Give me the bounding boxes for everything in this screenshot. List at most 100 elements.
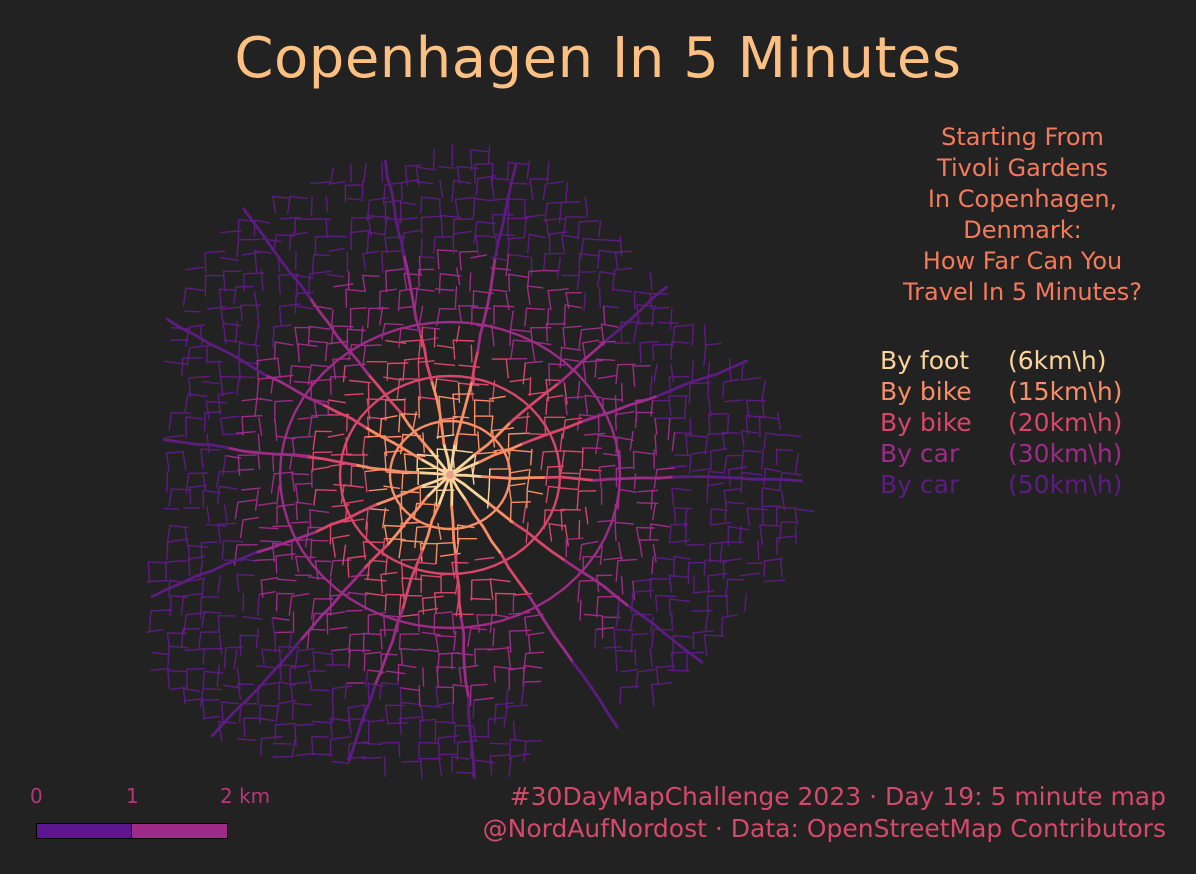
street-segment xyxy=(547,288,569,292)
street-segment xyxy=(278,273,300,276)
street-segment xyxy=(381,250,384,274)
street-segment xyxy=(430,379,438,398)
street-segment xyxy=(571,660,584,677)
street-segment xyxy=(482,379,496,386)
street-segment xyxy=(295,752,315,757)
street-segment xyxy=(759,524,764,546)
street-segment xyxy=(237,683,254,686)
legend-mode: By bike xyxy=(880,377,972,406)
street-segment xyxy=(472,699,475,719)
street-segment xyxy=(332,325,354,328)
street-segment xyxy=(674,454,692,457)
street-segment xyxy=(651,344,655,362)
street-segment xyxy=(181,357,184,376)
street-segment xyxy=(418,255,422,275)
street-segment xyxy=(599,700,611,717)
street-segment xyxy=(184,526,189,548)
street-segment xyxy=(418,396,437,400)
street-segment xyxy=(330,650,334,667)
street-segment xyxy=(685,434,707,438)
street-segment xyxy=(398,539,403,559)
street-segment xyxy=(472,197,476,220)
street-segment xyxy=(669,417,687,420)
street-segment xyxy=(562,647,575,664)
street-segment xyxy=(548,362,566,366)
street-segment xyxy=(491,256,497,275)
street-segment xyxy=(654,417,658,436)
street-segment xyxy=(670,340,673,361)
street-segment xyxy=(269,245,282,261)
street-segment xyxy=(221,433,243,436)
street-segment xyxy=(649,271,653,291)
street-segment xyxy=(560,450,565,473)
street-segment xyxy=(552,425,571,434)
street-segment xyxy=(453,630,457,651)
street-segment xyxy=(440,426,446,445)
street-segment xyxy=(670,652,675,672)
street-segment xyxy=(182,357,203,360)
street-segment xyxy=(202,648,205,665)
street-segment xyxy=(381,250,403,253)
street-segment xyxy=(655,594,658,612)
street-segment xyxy=(398,217,418,221)
street-segment xyxy=(383,376,402,381)
street-segment xyxy=(391,441,410,453)
street-segment xyxy=(289,453,309,459)
street-segment xyxy=(586,383,599,400)
street-segment xyxy=(311,253,315,276)
street-segment xyxy=(435,542,438,565)
street-segment xyxy=(537,415,547,427)
street-segment xyxy=(182,450,187,471)
street-segment xyxy=(506,704,528,708)
street-segment xyxy=(224,557,243,566)
street-segment xyxy=(166,471,169,493)
street-segment xyxy=(494,703,497,724)
street-segment xyxy=(542,252,546,271)
street-segment xyxy=(292,702,312,706)
street-segment xyxy=(260,577,279,581)
street-segment xyxy=(671,431,676,452)
street-segment xyxy=(236,356,253,368)
street-segment xyxy=(353,463,373,470)
street-segment xyxy=(375,547,387,557)
street-segment xyxy=(329,577,332,599)
street-segment xyxy=(200,448,204,469)
street-segment xyxy=(400,181,403,200)
street-segment xyxy=(469,149,473,171)
street-segment xyxy=(404,484,423,495)
street-segment xyxy=(524,616,528,636)
street-segment xyxy=(493,305,515,308)
street-segment xyxy=(451,449,473,454)
street-segment xyxy=(167,645,171,668)
street-segment xyxy=(398,633,401,650)
street-segment xyxy=(457,601,463,620)
street-segment xyxy=(385,639,395,657)
street-segment xyxy=(328,247,345,253)
street-segment xyxy=(673,507,693,510)
street-segment xyxy=(560,472,580,475)
street-segment xyxy=(586,550,599,567)
street-segment xyxy=(723,488,742,492)
street-segment xyxy=(308,689,330,692)
street-segment xyxy=(452,537,458,557)
street-segment xyxy=(497,420,513,435)
street-segment xyxy=(533,341,552,353)
street-segment xyxy=(508,273,528,278)
street-segment xyxy=(365,669,369,688)
street-segment xyxy=(218,288,223,311)
street-segment xyxy=(636,322,655,325)
street-segment xyxy=(650,523,670,528)
street-segment xyxy=(603,557,624,561)
street-segment xyxy=(329,717,333,738)
street-segment xyxy=(629,306,644,321)
street-segment xyxy=(470,683,488,687)
street-segment xyxy=(532,391,549,404)
street-segment xyxy=(545,219,549,238)
street-segment xyxy=(673,555,676,578)
street-segment xyxy=(287,411,296,429)
street-segment xyxy=(347,717,370,721)
street-segment xyxy=(595,434,600,455)
street-segment xyxy=(350,465,353,487)
street-segment xyxy=(431,626,452,630)
scale-label-2km: 2 km xyxy=(220,784,271,808)
